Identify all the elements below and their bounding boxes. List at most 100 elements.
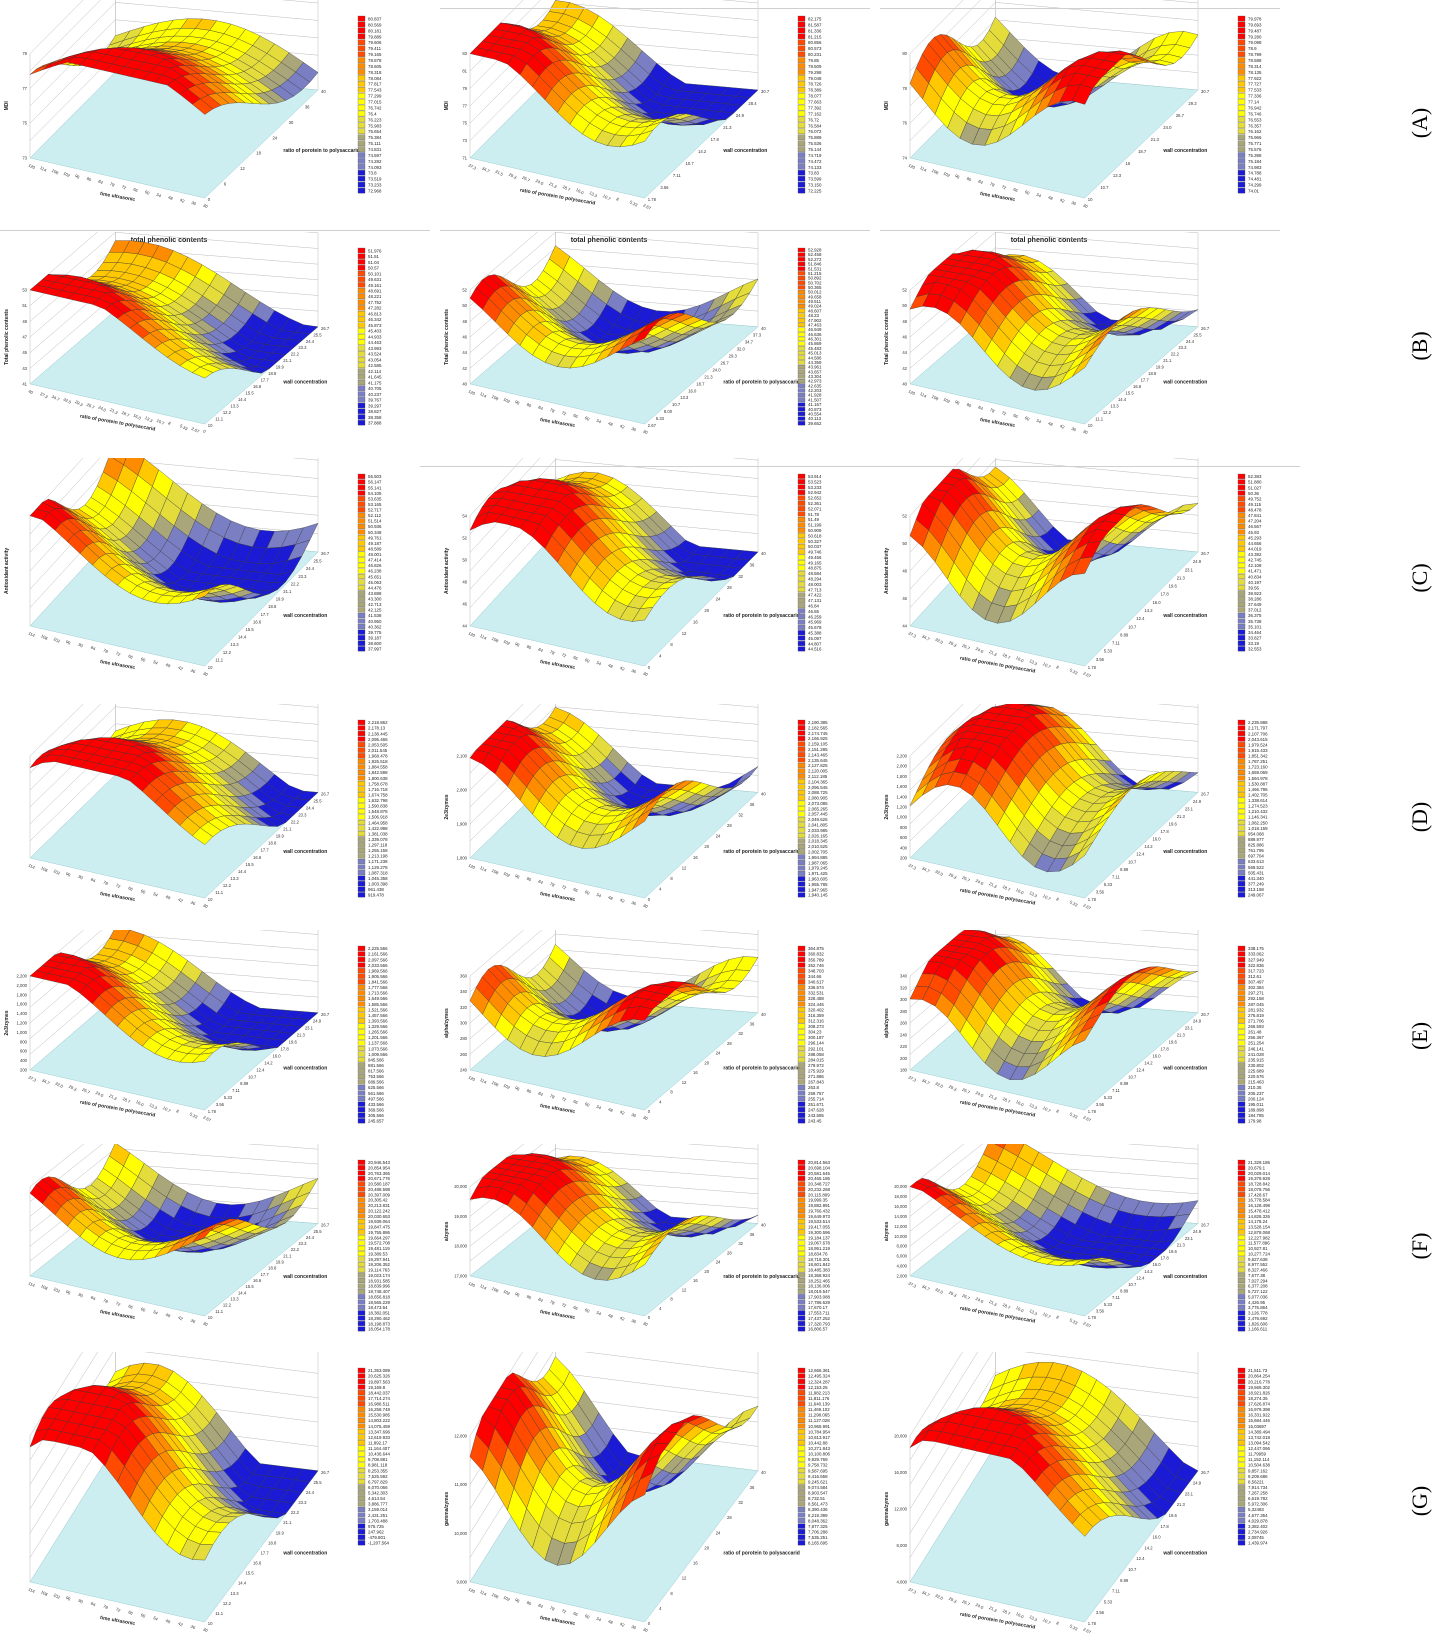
legend-label: 320.402 (808, 1007, 824, 1012)
x-tick-label: 2.67 (1082, 670, 1092, 679)
legend-label: 47.902 (808, 318, 822, 323)
legend-swatch (357, 758, 366, 764)
legend-label: 1,530.887 (1248, 781, 1268, 786)
x-tick-label: 120 (28, 162, 37, 170)
y-tick-label: 30 (289, 120, 294, 125)
legend-label: 1,632.798 (368, 798, 388, 803)
legend-label: 37.888 (368, 421, 382, 426)
legend-swatch (1237, 1096, 1246, 1102)
x-tick-label: 13.3 (589, 190, 599, 199)
legend-swatch (357, 945, 366, 951)
legend-label: 332.531 (808, 991, 824, 996)
legend-label: 1,940.145 (808, 893, 828, 898)
legend-swatch (357, 568, 366, 574)
legend-swatch (797, 881, 806, 887)
legend-label: 43.993 (368, 346, 382, 351)
legend-label: 1,466.796 (1248, 787, 1268, 792)
y-tick-label: 8.00 (664, 409, 673, 414)
legend-label: 74.597 (368, 153, 382, 158)
legend-label: 245.657 (368, 1119, 384, 1124)
z-tick-label: 46 (462, 601, 467, 606)
legend-swatch (357, 501, 366, 507)
legend-swatch (797, 1068, 806, 1074)
legend-swatch (797, 388, 806, 393)
legend-label: 697.704 (1248, 854, 1264, 859)
z-tick-label: 54 (462, 513, 467, 518)
z-tick-label: 1,800 (457, 856, 468, 861)
legend-swatch (357, 1001, 366, 1007)
legend-label: 1,210.432 (1248, 809, 1268, 814)
legend-swatch (797, 757, 806, 763)
legend-label: 79.693 (1248, 22, 1262, 27)
legend-swatch (1237, 551, 1246, 557)
legend-swatch (797, 533, 806, 539)
legend-label: 246.141 (1248, 1046, 1264, 1051)
legend-swatch (357, 1208, 366, 1214)
legend-swatch (1237, 842, 1246, 848)
legend-swatch (797, 768, 806, 774)
legend-swatch (357, 69, 366, 75)
y-tick-label: 25.5 (1193, 332, 1202, 337)
legend-label: 322.836 (1248, 963, 1264, 968)
legend-label: 48.589 (368, 546, 382, 551)
legend-label: 43.524 (368, 352, 382, 357)
legend-swatch (797, 833, 806, 839)
legend-label: 45.063 (368, 580, 382, 585)
surface-cell (631, 326, 654, 345)
z-axis-label: alpha/zymes (884, 1008, 890, 1038)
legend-label: 51.78 (808, 512, 820, 517)
y-tick-label: 17.8 (1161, 829, 1170, 834)
legend-swatch (357, 1235, 366, 1240)
y-tick-label: 19.6 (289, 1040, 298, 1045)
legend-swatch (1237, 540, 1246, 546)
y-tick-label: 8.89 (1120, 1081, 1129, 1086)
surface-plot-c1: 114 108 102 96 90 84 78 72 66 60 54 48 42 36 301011.11… (4, 458, 382, 677)
legend-swatch (797, 75, 806, 81)
legend-swatch (797, 495, 806, 501)
legend-swatch (1237, 836, 1246, 842)
legend-label: 74.093 (368, 165, 382, 170)
x-tick-label: 32.0 (62, 396, 72, 405)
legend-label: 2,159.105 (808, 742, 828, 747)
x-tick-label: 114 (479, 633, 488, 641)
y-tick-label: 26.7 (321, 1012, 330, 1017)
surface-plot-a1: 120 114 108 102 96 90 84 78 72 66 60 54 48 42 36 300612… (4, 0, 382, 209)
x-tick-label: 16.0 (132, 412, 142, 421)
legend-label: 41.538 (368, 613, 382, 618)
legend-swatch (797, 517, 806, 522)
legend-label: 42.973 (808, 379, 822, 384)
legend-swatch (1237, 573, 1246, 580)
y-axis-label: wall concentration (282, 613, 327, 619)
z-tick-label: 48 (902, 319, 907, 324)
x-tick-label: 16.0 (135, 1099, 145, 1108)
legend-label: 37.997 (368, 647, 382, 652)
legend-label: 1,979.245 (808, 866, 828, 871)
legend-label: 78.588 (1248, 58, 1262, 63)
legend-label: 1,297.118 (368, 843, 388, 848)
y-tick-label: 14.2 (264, 1060, 273, 1065)
z-axis-label: alpha/zymes (444, 1008, 450, 1038)
legend-label: 205.237 (1248, 1091, 1264, 1096)
x-tick-label: 30 (202, 1320, 209, 1327)
legend-swatch (797, 822, 806, 828)
color-legend: 52.38351.88051.02750.3649.75249.11548.47… (1237, 473, 1262, 652)
x-tick-label: 21.3 (988, 649, 998, 658)
z-tick-label: 52 (462, 535, 467, 540)
legend-swatch (357, 968, 366, 974)
legend-label: 1,082.250 (1248, 820, 1268, 825)
x-tick-label: 96 (514, 641, 521, 648)
legend-swatch (1237, 116, 1246, 123)
legend-label: 49.752 (1248, 496, 1262, 501)
legend-label: 497.566 (368, 1096, 384, 1101)
x-tick-label: 26.7 (86, 402, 96, 411)
legend-label: 76.357 (1248, 123, 1262, 128)
y-tick-label: 10.7 (1128, 624, 1137, 629)
z-tick-label: 2,200 (17, 974, 28, 979)
legend-swatch (1237, 176, 1246, 182)
y-tick-label: 8 (670, 876, 673, 881)
legend-label: 302.384 (1248, 985, 1264, 990)
z-tick-label: 42 (902, 366, 907, 371)
surface-plot-a3: 120 114 108 102 96 90 84 78 72 66 60 54 48 42 36 301010… (884, 0, 1262, 209)
legend-swatch (357, 1192, 366, 1197)
x-tick-label: 21.3 (108, 1093, 118, 1102)
